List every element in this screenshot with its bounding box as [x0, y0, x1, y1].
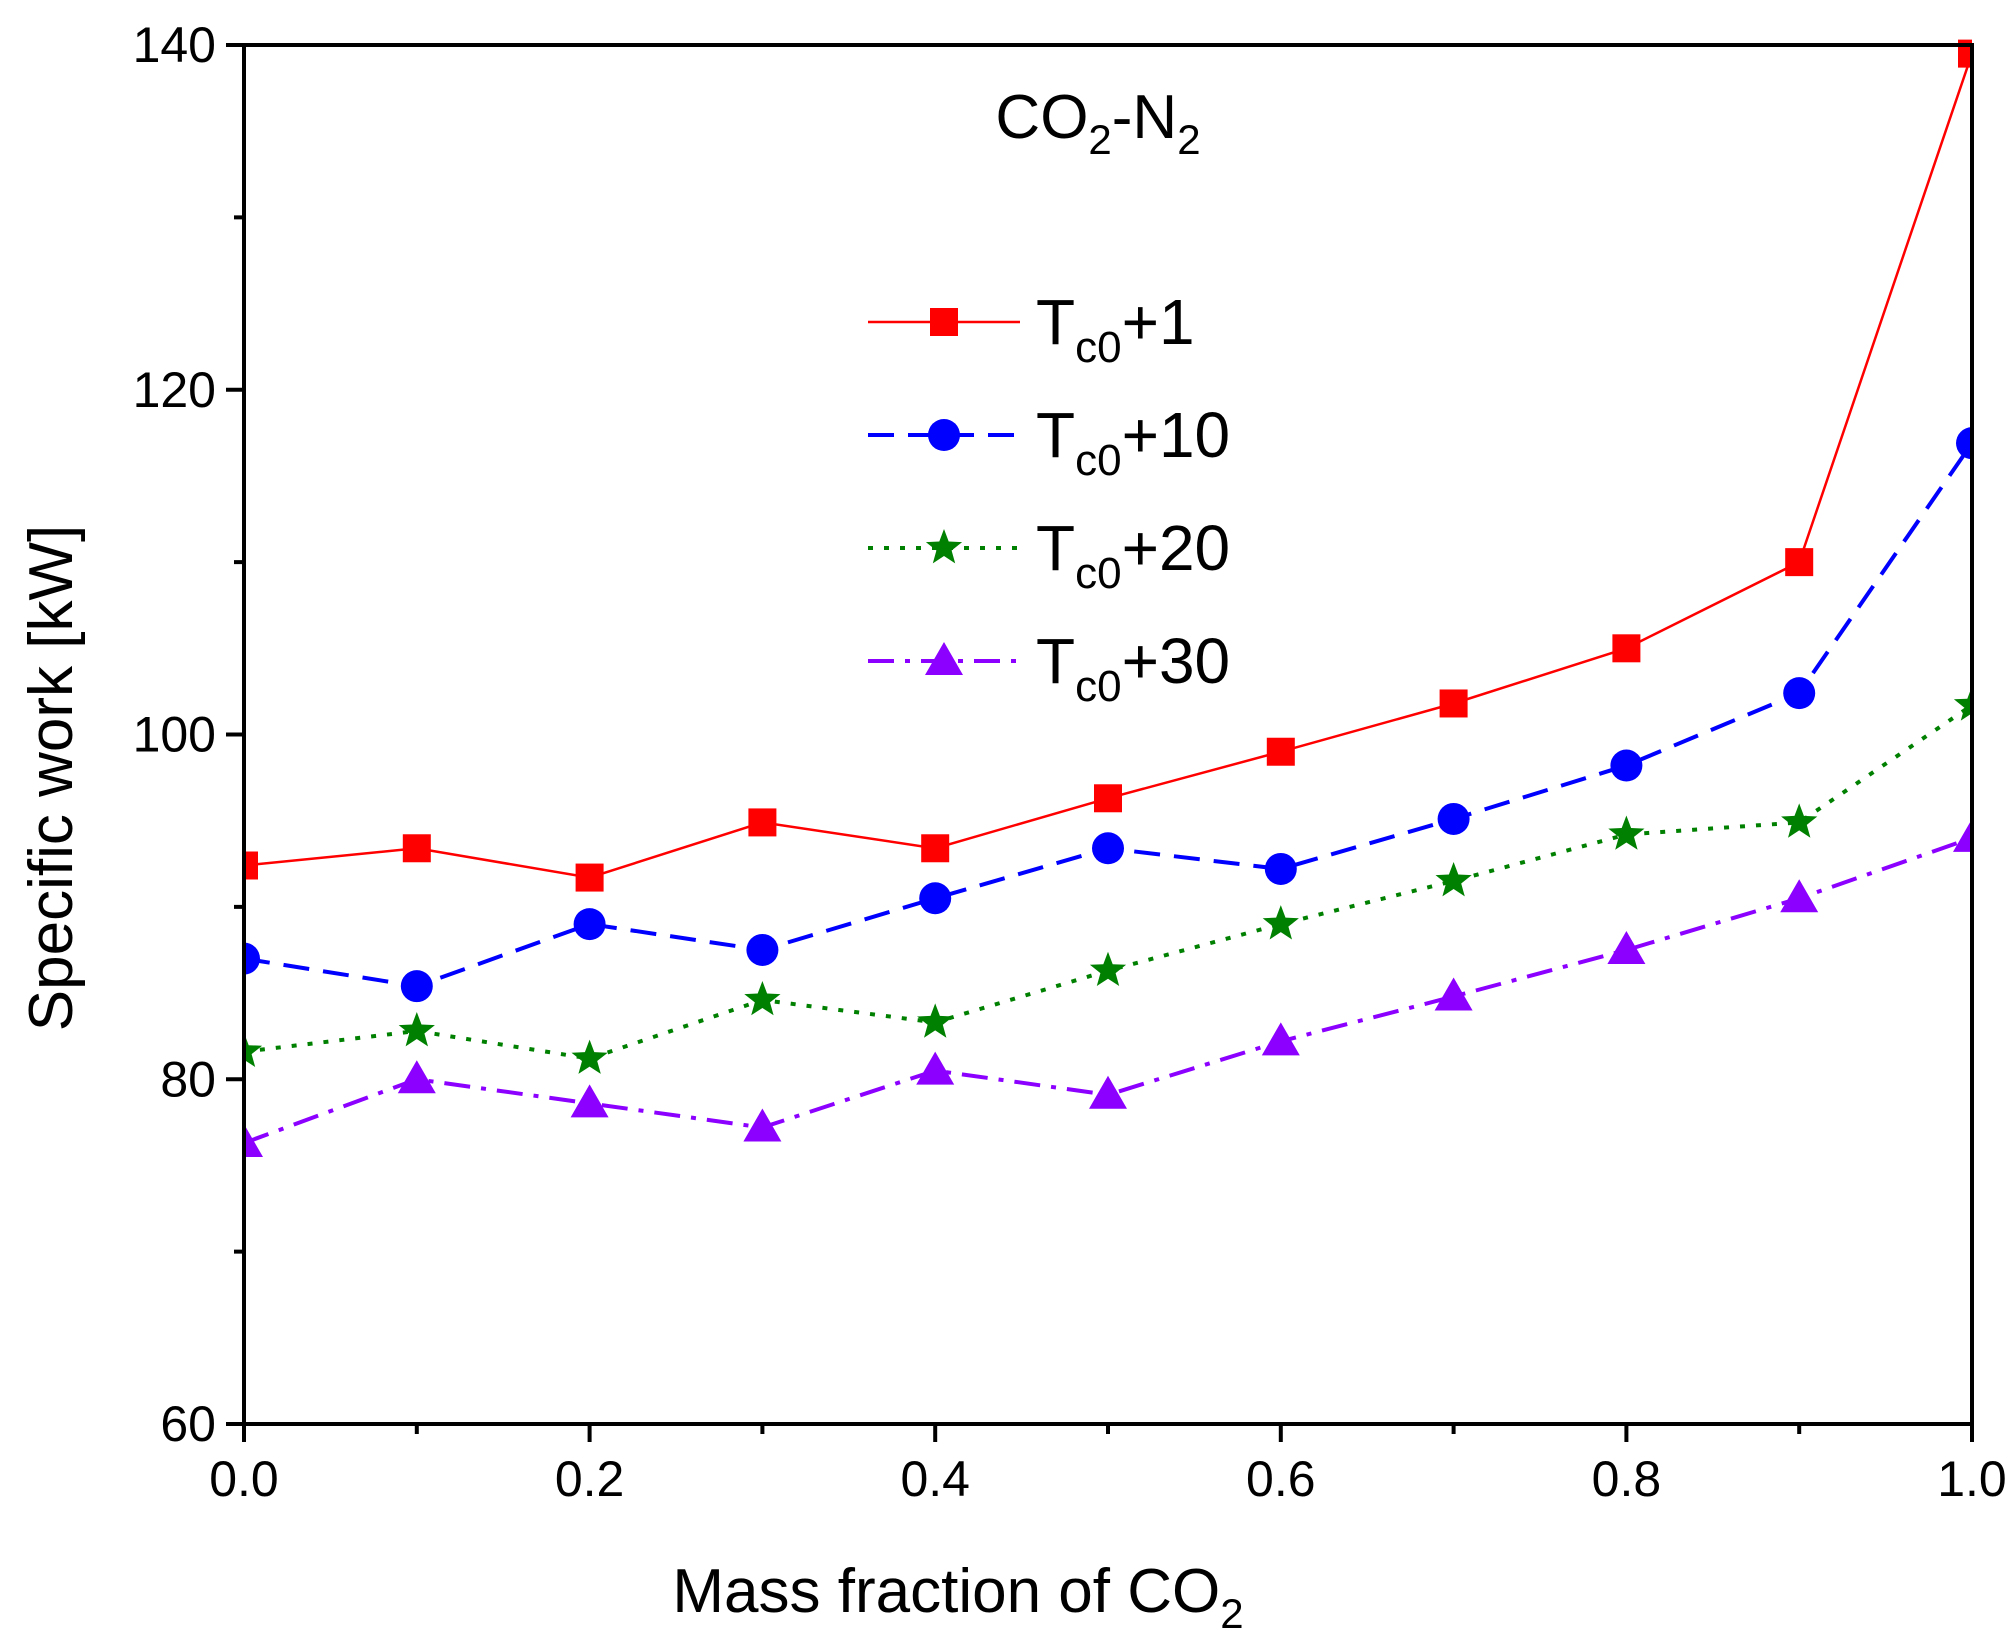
data-point-circle: [746, 933, 779, 966]
data-point-triangle: [1089, 1075, 1127, 1109]
data-point-circle: [400, 970, 433, 1003]
y-tick-label: 100: [133, 707, 216, 763]
plot-frame: [242, 43, 1974, 1426]
data-point-star: [1262, 905, 1299, 940]
data-point-square: [921, 834, 950, 863]
data-point-circle: [1610, 749, 1643, 782]
x-axis-label-sub: 2: [1220, 1590, 1243, 1637]
legend-entry: Tc0+1: [868, 286, 1195, 372]
series-square: [244, 39, 1972, 892]
data-point-triangle: [1953, 818, 1972, 852]
y-tick-label: 140: [133, 17, 216, 73]
x-tick-label: 0.4: [900, 1451, 970, 1507]
data-point-star: [1435, 862, 1472, 897]
data-point-triangle: [1607, 930, 1646, 964]
series-line-circle: [244, 442, 1972, 989]
legend-label: Tc0+20: [1036, 512, 1230, 598]
data-point-star: [1781, 803, 1818, 838]
data-point-square: [575, 863, 604, 892]
data-point-star: [1089, 951, 1127, 986]
chart-annotation: CO2-N2: [995, 83, 1200, 163]
data-point-triangle: [397, 1060, 436, 1094]
data-point-triangle: [1780, 879, 1819, 913]
data-point-circle: [1956, 427, 1972, 460]
annotation-a-sub: 2: [1088, 116, 1111, 163]
data-point-circle: [1437, 802, 1470, 835]
data-point-square: [1094, 784, 1122, 813]
y-tick-label: 80: [160, 1051, 216, 1107]
legend-label: Tc0+30: [1036, 625, 1230, 711]
data-point-star: [244, 1032, 263, 1067]
legend-marker-star: [925, 529, 963, 564]
legend-label: Tc0+10: [1036, 399, 1230, 485]
y-axis-label: Specific work [kW]: [17, 525, 86, 1031]
annotation-b: -N: [1112, 83, 1177, 152]
data-point-triangle: [743, 1108, 782, 1142]
data-point-star: [398, 1012, 435, 1047]
data-point-circle: [1264, 852, 1297, 885]
annotation-a: CO: [995, 83, 1088, 152]
data-point-triangle: [570, 1084, 609, 1118]
axes-layer: 60 80 100 120 140 0.0 0.2 0.4 0.6 0.8 1.0: [133, 17, 2007, 1507]
series-star: [244, 686, 1972, 1074]
x-tick-label: 0.8: [1592, 1451, 1662, 1507]
data-point-star: [744, 981, 781, 1016]
annotation-b-sub: 2: [1177, 116, 1200, 163]
data-point-square: [244, 851, 258, 880]
series-line-star: [244, 703, 1972, 1061]
data-point-square: [402, 834, 431, 863]
data-point-circle: [1783, 677, 1816, 710]
legend: Tc0+1 Tc0+10 Tc0+20 Tc0+30: [868, 286, 1230, 711]
y-tick-label: 120: [133, 362, 216, 418]
x-tick-label: 1.0: [1937, 1451, 2007, 1507]
legend-marker-triangle: [925, 642, 963, 675]
x-tick-label: 0.2: [555, 1451, 625, 1507]
data-point-circle: [573, 908, 606, 941]
data-point-circle: [1092, 832, 1124, 865]
data-point-star: [1608, 815, 1645, 850]
data-point-triangle: [1261, 1022, 1300, 1056]
data-point-star: [917, 1003, 954, 1038]
x-axis-label: Mass fraction of CO2: [672, 1557, 1243, 1637]
data-point-square: [1266, 737, 1295, 766]
data-point-square: [1439, 689, 1468, 718]
data-point-star: [1953, 686, 1972, 721]
data-point-circle: [244, 942, 260, 975]
data-point-square: [1612, 634, 1641, 663]
x-tick-label: 0.6: [1246, 1451, 1316, 1507]
data-point-square: [1785, 548, 1814, 577]
legend-marker-circle: [928, 419, 960, 451]
data-point-star: [571, 1039, 608, 1074]
series-triangle: [244, 818, 1972, 1158]
x-tick-label: 0.0: [209, 1451, 279, 1507]
legend-entry: Tc0+10: [868, 399, 1230, 485]
data-point-triangle: [916, 1051, 955, 1085]
legend-entry: Tc0+20: [868, 512, 1230, 598]
x-axis-label-main: Mass fraction of CO: [672, 1557, 1220, 1626]
data-point-triangle: [1434, 977, 1473, 1011]
data-point-square: [748, 808, 777, 837]
legend-marker-square: [930, 308, 958, 336]
series-circle: [244, 427, 1972, 1003]
data-point-circle: [919, 882, 952, 915]
series-layer: [244, 39, 1972, 1158]
y-tick-label: 60: [160, 1396, 216, 1452]
legend-entry: Tc0+30: [868, 625, 1230, 711]
data-point-triangle: [244, 1124, 263, 1158]
legend-label: Tc0+1: [1036, 286, 1195, 372]
